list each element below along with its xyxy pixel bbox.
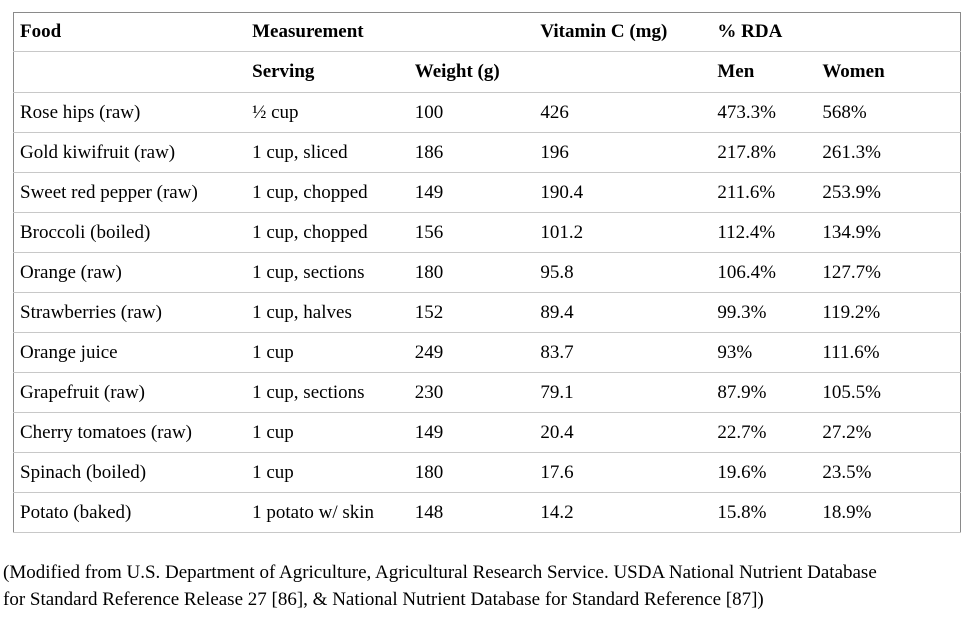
cell-serving: 1 potato w/ skin bbox=[246, 492, 409, 533]
header-blank-4 bbox=[534, 51, 712, 93]
cell-food: Orange juice bbox=[13, 332, 247, 373]
cell-vitamin-c: 426 bbox=[534, 92, 712, 133]
cell-vitamin-c: 101.2 bbox=[534, 212, 712, 253]
cell-rda-women: 253.9% bbox=[816, 172, 961, 213]
cell-rda-men: 473.3% bbox=[711, 92, 817, 133]
cell-vitamin-c: 89.4 bbox=[534, 292, 712, 333]
cell-rda-men: 15.8% bbox=[711, 492, 817, 533]
cell-food: Strawberries (raw) bbox=[13, 292, 247, 333]
cell-rda-men: 112.4% bbox=[711, 212, 817, 253]
header-rda: % RDA bbox=[711, 12, 817, 52]
cell-serving: 1 cup bbox=[246, 332, 409, 373]
header-row-secondary: Serving Weight (g) Men Women bbox=[13, 51, 961, 93]
header-measurement: Measurement bbox=[246, 12, 409, 52]
table-row: Orange (raw) 1 cup, sections 180 95.8 106.4%… bbox=[13, 252, 961, 293]
cell-weight: 186 bbox=[408, 132, 535, 173]
footnote-line-2: for Standard Reference Release 27 [86], … bbox=[3, 589, 764, 610]
cell-rda-women: 134.9% bbox=[816, 212, 961, 253]
cell-food: Potato (baked) bbox=[13, 492, 247, 533]
cell-rda-women: 23.5% bbox=[816, 452, 961, 493]
table-row: Strawberries (raw) 1 cup, halves 152 89.4 99… bbox=[13, 292, 961, 333]
cell-rda-women: 127.7% bbox=[816, 252, 961, 293]
cell-weight: 230 bbox=[408, 372, 535, 413]
cell-food: Spinach (boiled) bbox=[13, 452, 247, 493]
cell-rda-men: 93% bbox=[711, 332, 817, 373]
cell-serving: 1 cup, sliced bbox=[246, 132, 409, 173]
header-men: Men bbox=[711, 51, 817, 93]
cell-vitamin-c: 196 bbox=[534, 132, 712, 173]
header-vitamin-c: Vitamin C (mg) bbox=[534, 12, 712, 52]
cell-serving: 1 cup bbox=[246, 412, 409, 453]
cell-food: Rose hips (raw) bbox=[13, 92, 247, 133]
cell-serving: 1 cup, halves bbox=[246, 292, 409, 333]
cell-weight: 149 bbox=[408, 412, 535, 453]
cell-serving: 1 cup, chopped bbox=[246, 172, 409, 213]
cell-vitamin-c: 14.2 bbox=[534, 492, 712, 533]
cell-rda-men: 106.4% bbox=[711, 252, 817, 293]
cell-rda-women: 27.2% bbox=[816, 412, 961, 453]
cell-rda-women: 105.5% bbox=[816, 372, 961, 413]
vitamin-c-table: Food Measurement Vitamin C (mg) % RDA Se… bbox=[13, 12, 961, 533]
header-blank-2 bbox=[816, 12, 961, 52]
cell-rda-men: 211.6% bbox=[711, 172, 817, 213]
header-serving: Serving bbox=[246, 51, 409, 93]
table-body: Rose hips (raw) ½ cup 100 426 473.3% 568% Gold… bbox=[13, 92, 961, 533]
header-row-primary: Food Measurement Vitamin C (mg) % RDA bbox=[13, 12, 961, 52]
cell-vitamin-c: 83.7 bbox=[534, 332, 712, 373]
cell-weight: 180 bbox=[408, 452, 535, 493]
table-row: Cherry tomatoes (raw) 1 cup 149 20.4 22.7% 27… bbox=[13, 412, 961, 453]
cell-weight: 249 bbox=[408, 332, 535, 373]
cell-rda-men: 217.8% bbox=[711, 132, 817, 173]
header-blank-3 bbox=[13, 51, 247, 93]
cell-serving: 1 cup, sections bbox=[246, 372, 409, 413]
cell-weight: 100 bbox=[408, 92, 535, 133]
table-row: Gold kiwifruit (raw) 1 cup, sliced 186 196 2… bbox=[13, 132, 961, 173]
cell-rda-women: 568% bbox=[816, 92, 961, 133]
header-food: Food bbox=[13, 12, 247, 52]
cell-weight: 180 bbox=[408, 252, 535, 293]
cell-vitamin-c: 17.6 bbox=[534, 452, 712, 493]
cell-food: Cherry tomatoes (raw) bbox=[13, 412, 247, 453]
table-row: Rose hips (raw) ½ cup 100 426 473.3% 568% bbox=[13, 92, 961, 133]
cell-food: Sweet red pepper (raw) bbox=[13, 172, 247, 213]
cell-food: Orange (raw) bbox=[13, 252, 247, 293]
cell-food: Gold kiwifruit (raw) bbox=[13, 132, 247, 173]
cell-serving: ½ cup bbox=[246, 92, 409, 133]
cell-food: Grapefruit (raw) bbox=[13, 372, 247, 413]
header-weight: Weight (g) bbox=[408, 51, 535, 93]
table-row: Potato (baked) 1 potato w/ skin 148 14.2 15.… bbox=[13, 492, 961, 533]
table-row: Broccoli (boiled) 1 cup, chopped 156 101.2 1… bbox=[13, 212, 961, 253]
cell-rda-men: 87.9% bbox=[711, 372, 817, 413]
cell-serving: 1 cup, chopped bbox=[246, 212, 409, 253]
source-footnote: (Modified from U.S. Department of Agricu… bbox=[0, 559, 975, 613]
cell-serving: 1 cup bbox=[246, 452, 409, 493]
cell-weight: 148 bbox=[408, 492, 535, 533]
cell-food: Broccoli (boiled) bbox=[13, 212, 247, 253]
table-row: Sweet red pepper (raw) 1 cup, chopped 149 1… bbox=[13, 172, 961, 213]
header-blank-1 bbox=[408, 12, 535, 52]
cell-rda-men: 19.6% bbox=[711, 452, 817, 493]
cell-vitamin-c: 20.4 bbox=[534, 412, 712, 453]
vitamin-c-table-container: Food Measurement Vitamin C (mg) % RDA Se… bbox=[13, 12, 961, 533]
cell-serving: 1 cup, sections bbox=[246, 252, 409, 293]
cell-vitamin-c: 95.8 bbox=[534, 252, 712, 293]
cell-rda-women: 111.6% bbox=[816, 332, 961, 373]
cell-rda-women: 261.3% bbox=[816, 132, 961, 173]
cell-rda-men: 22.7% bbox=[711, 412, 817, 453]
table-row: Grapefruit (raw) 1 cup, sections 230 79.1 87… bbox=[13, 372, 961, 413]
cell-rda-women: 18.9% bbox=[816, 492, 961, 533]
cell-weight: 152 bbox=[408, 292, 535, 333]
cell-vitamin-c: 79.1 bbox=[534, 372, 712, 413]
cell-weight: 149 bbox=[408, 172, 535, 213]
cell-rda-women: 119.2% bbox=[816, 292, 961, 333]
header-women: Women bbox=[816, 51, 961, 93]
cell-vitamin-c: 190.4 bbox=[534, 172, 712, 213]
table-row: Spinach (boiled) 1 cup 180 17.6 19.6% 23.5% bbox=[13, 452, 961, 493]
cell-weight: 156 bbox=[408, 212, 535, 253]
cell-rda-men: 99.3% bbox=[711, 292, 817, 333]
table-row: Orange juice 1 cup 249 83.7 93% 111.6% bbox=[13, 332, 961, 373]
footnote-line-1: (Modified from U.S. Department of Agricu… bbox=[3, 562, 877, 583]
